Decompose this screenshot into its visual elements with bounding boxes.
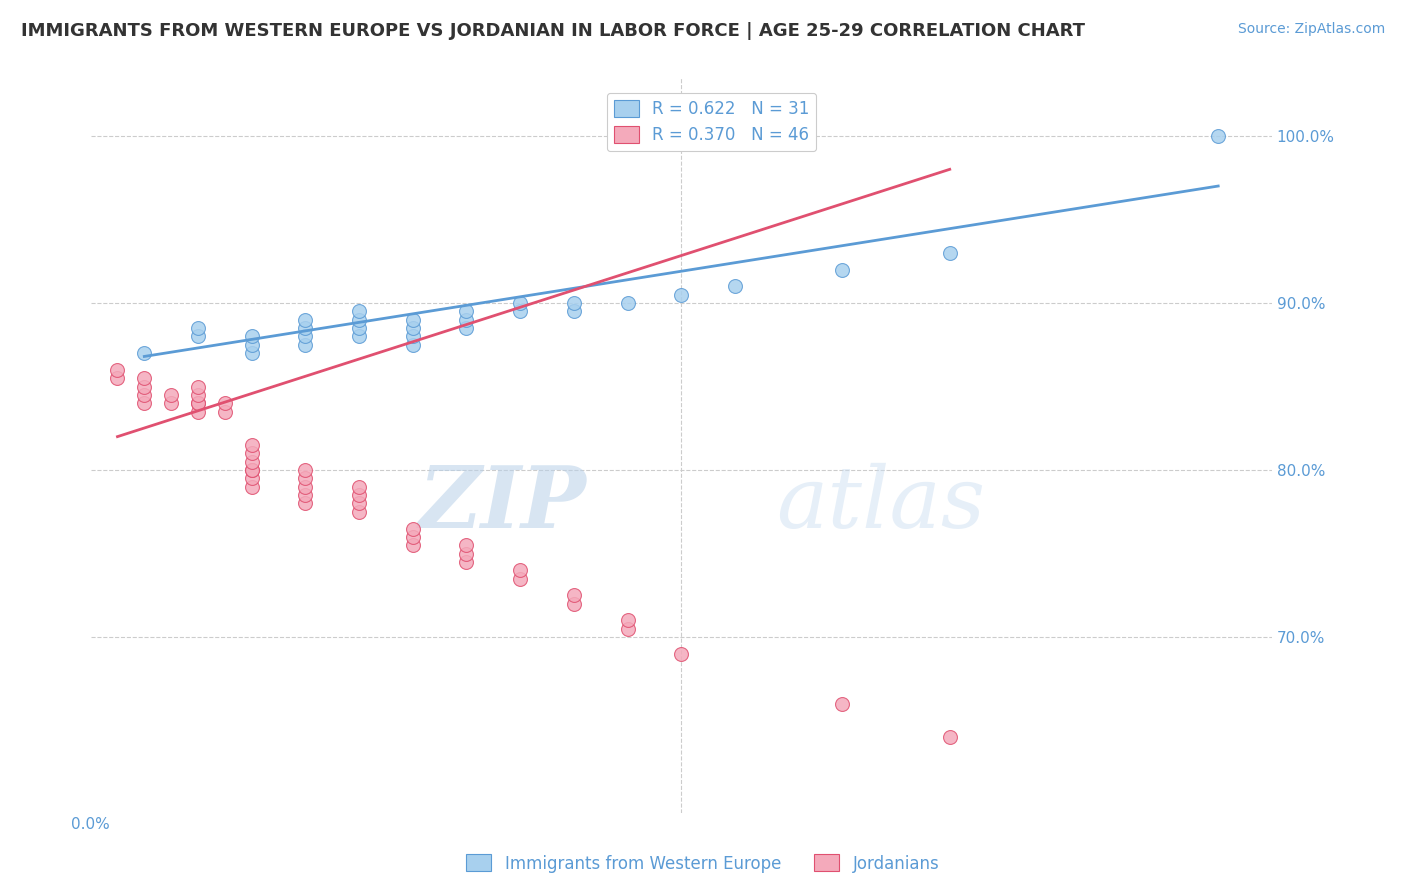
Point (347, 488, 370, 502)
Point (294, 480, 316, 494)
Point (402, 337, 425, 351)
Point (562, 304, 585, 318)
Point (294, 312, 316, 326)
Point (509, 296, 531, 310)
Point (671, 287, 693, 301)
Point (134, 379, 156, 393)
Point (294, 471, 316, 485)
Point (456, 547, 478, 561)
Point (509, 563, 531, 577)
Point (240, 438, 263, 452)
Text: ZIP: ZIP (419, 462, 586, 546)
Point (938, 731, 960, 745)
Point (616, 296, 638, 310)
Point (347, 480, 370, 494)
Point (187, 329, 209, 343)
Point (347, 505, 370, 519)
Point (294, 321, 316, 335)
Legend: Immigrants from Western Europe, Jordanians: Immigrants from Western Europe, Jordania… (460, 847, 946, 880)
Point (402, 321, 425, 335)
Point (187, 321, 209, 335)
Text: atlas: atlas (776, 462, 984, 545)
Point (240, 463, 263, 477)
Point (402, 329, 425, 343)
Point (724, 279, 747, 293)
Point (509, 572, 531, 586)
Point (107, 371, 129, 385)
Point (456, 312, 478, 326)
Point (240, 480, 263, 494)
Point (671, 647, 693, 661)
Point (616, 614, 638, 628)
Point (160, 396, 183, 410)
Point (240, 471, 263, 485)
Point (347, 321, 370, 335)
Point (562, 296, 585, 310)
Legend: R = 0.622   N = 31, R = 0.370   N = 46: R = 0.622 N = 31, R = 0.370 N = 46 (607, 93, 815, 151)
Point (402, 530, 425, 544)
Point (456, 555, 478, 569)
Point (240, 337, 263, 351)
Point (240, 463, 263, 477)
Point (160, 388, 183, 402)
Point (402, 312, 425, 326)
Text: IMMIGRANTS FROM WESTERN EUROPE VS JORDANIAN IN LABOR FORCE | AGE 25-29 CORRELATI: IMMIGRANTS FROM WESTERN EUROPE VS JORDAN… (21, 22, 1085, 40)
Point (134, 396, 156, 410)
Point (214, 396, 236, 410)
Point (187, 396, 209, 410)
Point (240, 446, 263, 460)
Point (347, 304, 370, 318)
Point (402, 538, 425, 552)
Point (187, 388, 209, 402)
Point (294, 463, 316, 477)
Point (347, 496, 370, 510)
Point (294, 329, 316, 343)
Point (509, 304, 531, 318)
Point (240, 329, 263, 343)
Point (107, 363, 129, 377)
Point (214, 404, 236, 418)
Text: Source: ZipAtlas.com: Source: ZipAtlas.com (1237, 22, 1385, 37)
Point (938, 245, 960, 260)
Point (456, 304, 478, 318)
Point (831, 262, 853, 277)
Point (134, 371, 156, 385)
Point (562, 588, 585, 602)
Point (347, 312, 370, 326)
Point (240, 346, 263, 360)
Point (616, 622, 638, 636)
Point (294, 488, 316, 502)
Point (134, 388, 156, 402)
Point (456, 538, 478, 552)
Point (187, 404, 209, 418)
Point (294, 337, 316, 351)
Point (402, 522, 425, 536)
Point (562, 597, 585, 611)
Point (240, 455, 263, 469)
Point (456, 321, 478, 335)
Point (1206, 128, 1229, 143)
Point (347, 329, 370, 343)
Point (187, 379, 209, 393)
Point (294, 496, 316, 510)
Point (134, 346, 156, 360)
Point (187, 396, 209, 410)
Point (831, 697, 853, 711)
